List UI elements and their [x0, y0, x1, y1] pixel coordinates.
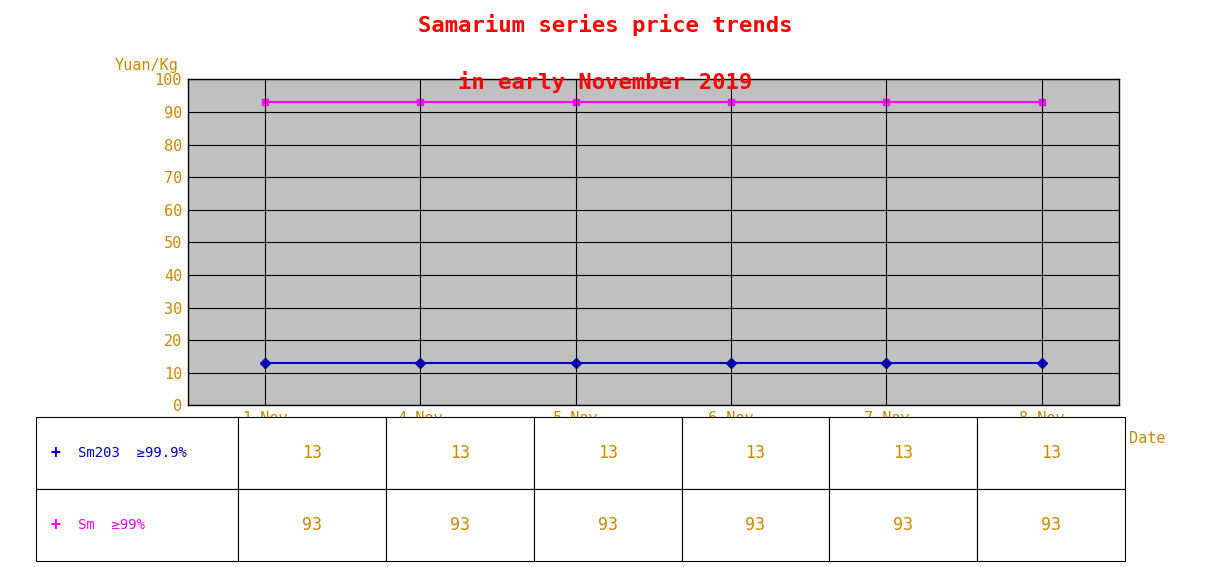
- Bar: [386, 417, 534, 489]
- Text: 93: 93: [301, 516, 322, 534]
- Bar: [534, 417, 681, 489]
- Text: +: +: [51, 444, 60, 462]
- Bar: [36, 489, 237, 561]
- Text: +: +: [51, 516, 60, 534]
- Text: 13: 13: [450, 444, 469, 462]
- Bar: [681, 417, 830, 489]
- Text: 13: 13: [598, 444, 617, 462]
- Text: 93: 93: [893, 516, 914, 534]
- Text: Samarium series price trends: Samarium series price trends: [417, 14, 793, 36]
- Text: 13: 13: [893, 444, 914, 462]
- Text: Yuan/Kg: Yuan/Kg: [115, 58, 178, 73]
- Text: 13: 13: [1042, 444, 1061, 462]
- Text: Sm203  ≥99.9%: Sm203 ≥99.9%: [77, 446, 186, 460]
- Bar: [830, 489, 978, 561]
- Text: Sm  ≥99%: Sm ≥99%: [77, 518, 145, 532]
- Text: 93: 93: [745, 516, 766, 534]
- Bar: [830, 417, 978, 489]
- Bar: [237, 489, 386, 561]
- Text: 93: 93: [450, 516, 469, 534]
- Text: in early November 2019: in early November 2019: [457, 71, 753, 93]
- Bar: [681, 489, 830, 561]
- Text: 13: 13: [745, 444, 766, 462]
- Bar: [978, 417, 1125, 489]
- Bar: [237, 417, 386, 489]
- Bar: [386, 489, 534, 561]
- Text: Date: Date: [1129, 431, 1165, 446]
- Text: 93: 93: [1042, 516, 1061, 534]
- Text: 13: 13: [301, 444, 322, 462]
- Bar: [36, 417, 237, 489]
- Bar: [534, 489, 681, 561]
- Bar: [978, 489, 1125, 561]
- Text: 93: 93: [598, 516, 617, 534]
